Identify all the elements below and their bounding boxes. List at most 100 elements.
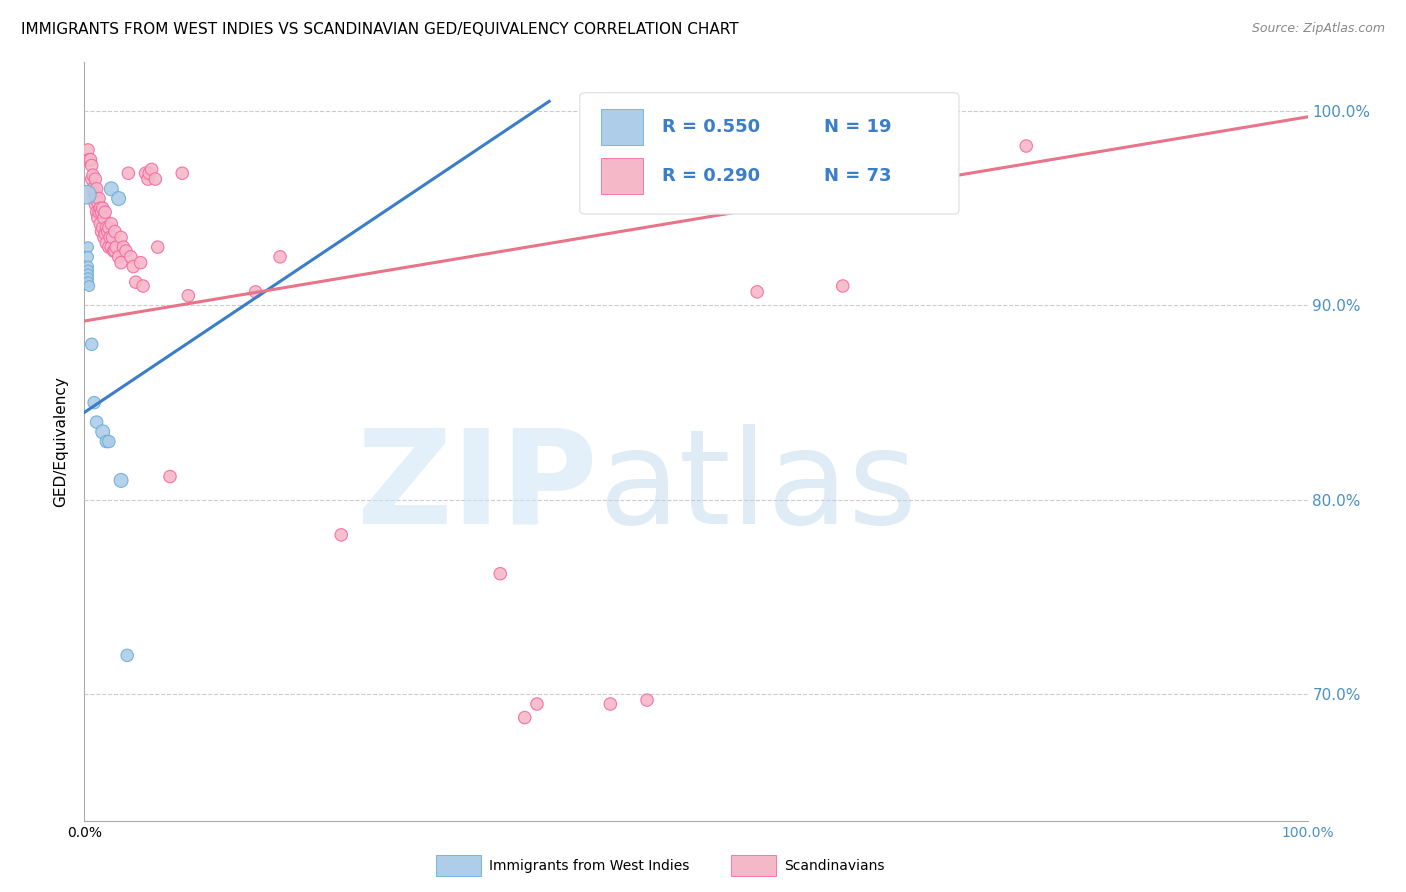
Point <box>82 168 104 182</box>
Point <box>135 166 157 180</box>
Point <box>80 159 103 173</box>
FancyBboxPatch shape <box>579 93 959 214</box>
Point <box>80 337 103 351</box>
Point <box>77 143 100 157</box>
Point <box>110 230 132 244</box>
Text: N = 73: N = 73 <box>824 167 891 186</box>
Point <box>115 648 138 663</box>
Point <box>86 192 108 206</box>
Point <box>100 240 122 254</box>
Point <box>599 697 621 711</box>
Point <box>87 192 110 206</box>
Point <box>79 153 101 167</box>
Point <box>90 205 112 219</box>
Point <box>76 187 98 202</box>
Point <box>110 474 132 488</box>
FancyBboxPatch shape <box>600 109 644 145</box>
Point <box>77 279 100 293</box>
Point <box>146 240 169 254</box>
Point <box>103 244 125 258</box>
Point <box>77 260 100 274</box>
Text: atlas: atlas <box>598 424 917 550</box>
Point <box>330 528 353 542</box>
Point <box>84 197 107 211</box>
Point <box>831 279 853 293</box>
Point <box>122 260 145 274</box>
Point <box>86 205 108 219</box>
Text: ZIP: ZIP <box>357 424 598 550</box>
Point <box>83 186 105 200</box>
Point <box>96 434 118 449</box>
Point <box>97 225 120 239</box>
Point <box>94 227 117 241</box>
Point <box>83 192 105 206</box>
Point <box>177 289 200 303</box>
Point <box>77 271 100 285</box>
Point <box>89 201 111 215</box>
Point <box>110 255 132 269</box>
Point <box>513 710 536 724</box>
Point <box>91 220 114 235</box>
Point <box>86 415 108 429</box>
Point <box>90 225 112 239</box>
Point <box>77 240 100 254</box>
Point <box>141 162 163 177</box>
Point <box>97 434 120 449</box>
Point <box>132 279 155 293</box>
Point <box>489 566 512 581</box>
Point <box>115 244 138 258</box>
Point <box>172 166 194 180</box>
Point <box>94 205 117 219</box>
Point <box>97 220 120 235</box>
Text: Immigrants from West Indies: Immigrants from West Indies <box>489 859 690 873</box>
Point <box>91 425 114 439</box>
Text: N = 19: N = 19 <box>824 118 891 136</box>
Point <box>245 285 267 299</box>
Point <box>84 187 107 202</box>
Point <box>96 220 118 235</box>
Point <box>77 275 100 289</box>
Point <box>100 182 122 196</box>
Point <box>112 240 135 254</box>
Point <box>129 255 152 269</box>
Point <box>91 201 114 215</box>
Point <box>87 205 110 219</box>
Text: Source: ZipAtlas.com: Source: ZipAtlas.com <box>1251 22 1385 36</box>
Point <box>83 395 105 409</box>
Point <box>100 217 122 231</box>
Point <box>120 250 142 264</box>
Point <box>77 268 100 282</box>
Point <box>526 697 548 711</box>
Text: IMMIGRANTS FROM WEST INDIES VS SCANDINAVIAN GED/EQUIVALENCY CORRELATION CHART: IMMIGRANTS FROM WEST INDIES VS SCANDINAV… <box>21 22 738 37</box>
Y-axis label: GED/Equivalency: GED/Equivalency <box>53 376 69 507</box>
Point <box>89 217 111 231</box>
Point <box>97 240 120 254</box>
Point <box>104 244 127 258</box>
Point <box>136 172 159 186</box>
Point <box>107 250 129 264</box>
Point <box>77 263 100 277</box>
Point <box>107 192 129 206</box>
Point <box>636 693 658 707</box>
Point <box>77 250 100 264</box>
Point <box>143 172 166 186</box>
Point <box>93 230 115 244</box>
FancyBboxPatch shape <box>600 158 644 194</box>
Text: Scandinavians: Scandinavians <box>785 859 884 873</box>
Point <box>86 182 108 196</box>
Point <box>87 195 110 210</box>
Point <box>93 211 115 225</box>
Point <box>80 172 103 186</box>
Point <box>138 166 160 180</box>
Point <box>87 211 110 225</box>
Point <box>82 182 104 196</box>
Text: R = 0.290: R = 0.290 <box>662 167 759 186</box>
Text: R = 0.550: R = 0.550 <box>662 118 759 136</box>
Point <box>77 153 100 167</box>
Point <box>101 230 124 244</box>
Point <box>104 225 127 239</box>
Point <box>98 230 121 244</box>
Point <box>159 469 181 483</box>
Point <box>747 285 769 299</box>
Point <box>105 240 128 254</box>
